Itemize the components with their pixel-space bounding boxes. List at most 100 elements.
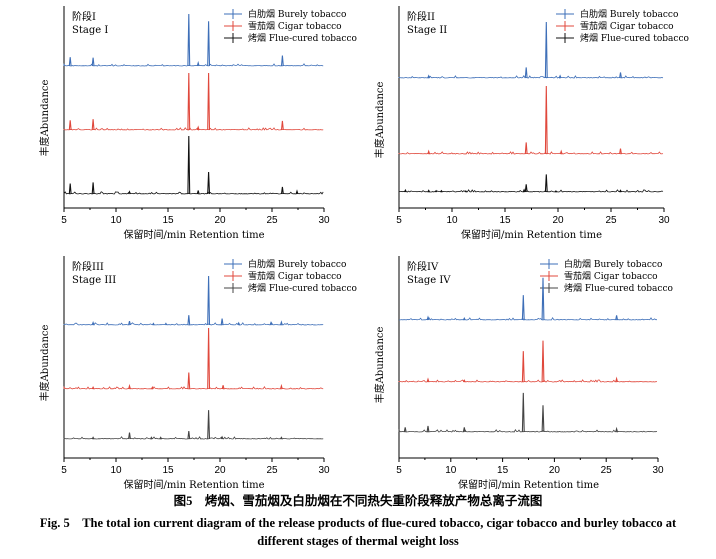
x-tick-label: 25 bbox=[266, 215, 278, 226]
trace-peak bbox=[128, 383, 131, 390]
trace-peak bbox=[152, 322, 155, 326]
stage-label-cn: 阶段IV bbox=[407, 260, 439, 273]
trace-peak bbox=[187, 72, 191, 131]
trace-peak bbox=[280, 120, 284, 131]
legend-entry: 雪茄烟 Cigar tobacco bbox=[248, 20, 342, 32]
trace-peak bbox=[207, 410, 211, 440]
trace-peak bbox=[462, 379, 466, 383]
chart-panel-4: 5 10 15 20 25 30 保留时间/min Retention time 丰度Abun… bbox=[373, 256, 673, 490]
legend-entry: 白肋烟 Burely tobacco bbox=[564, 258, 662, 270]
stage-label-en: Stage IV bbox=[407, 275, 451, 286]
trace-peak bbox=[462, 316, 466, 321]
x-tick-label: 20 bbox=[214, 465, 226, 476]
trace-baseline bbox=[398, 151, 664, 155]
x-tick-label: 30 bbox=[658, 215, 670, 226]
trace-peak bbox=[91, 436, 95, 440]
stage-label-en: Stage II bbox=[407, 25, 447, 36]
trace-peak bbox=[521, 351, 525, 383]
trace-peak bbox=[68, 183, 72, 195]
trace-peak bbox=[91, 385, 95, 390]
trace-peak bbox=[128, 190, 131, 195]
trace-peak bbox=[544, 85, 548, 155]
trace-peak bbox=[554, 190, 558, 193]
trace-peak bbox=[279, 320, 283, 326]
x-tick-label: 30 bbox=[318, 215, 330, 226]
trace-peak bbox=[440, 189, 443, 193]
trace-peak bbox=[524, 67, 528, 79]
trace-peak bbox=[220, 318, 224, 326]
chromatogram-figure: 5 10 15 20 25 30 保留时间/min Retention time 丰度Abun… bbox=[38, 6, 689, 490]
trace-peak bbox=[237, 321, 241, 326]
trace-peak bbox=[619, 72, 622, 79]
trace-peak bbox=[187, 372, 191, 390]
x-axis-label: 保留时间/min Retention time bbox=[124, 478, 265, 490]
trace-peak bbox=[404, 188, 407, 193]
x-tick-label: 15 bbox=[162, 215, 174, 226]
trace-peak bbox=[558, 74, 562, 79]
x-axis-label: 保留时间/min Retention time bbox=[458, 478, 599, 490]
trace-peak bbox=[164, 322, 168, 326]
trace-peak bbox=[280, 186, 284, 195]
trace-baseline bbox=[398, 428, 658, 433]
trace-peak bbox=[524, 184, 528, 193]
trace-peak bbox=[221, 385, 225, 390]
trace-peak bbox=[187, 430, 191, 440]
x-tick-label: 15 bbox=[162, 465, 174, 476]
trace-peak bbox=[269, 321, 273, 326]
trace-peak bbox=[295, 189, 299, 195]
stage-label-cn: 阶段II bbox=[407, 10, 435, 23]
x-tick-label: 10 bbox=[446, 215, 458, 226]
trace-baseline bbox=[398, 189, 664, 193]
trace-peak bbox=[128, 432, 131, 440]
trace-peak bbox=[159, 436, 163, 440]
trace-peak bbox=[68, 120, 72, 131]
legend-entry: 白肋烟 Burely tobacco bbox=[248, 258, 346, 270]
legend-entry: 雪茄烟 Cigar tobacco bbox=[248, 270, 342, 282]
trace-baseline bbox=[63, 322, 324, 326]
trace-peak bbox=[187, 13, 191, 67]
x-tick-label: 10 bbox=[110, 465, 122, 476]
trace-peak bbox=[196, 60, 200, 67]
trace-peak bbox=[619, 189, 622, 193]
trace-peak bbox=[207, 171, 211, 195]
trace-peak bbox=[615, 315, 619, 321]
trace-peak bbox=[150, 436, 153, 440]
trace-peak bbox=[521, 392, 525, 433]
trace-peak bbox=[280, 436, 283, 440]
y-axis-label: 丰度Abundance bbox=[373, 327, 386, 404]
trace-peak bbox=[615, 376, 619, 383]
x-tick-label: 20 bbox=[214, 215, 226, 226]
x-tick-label: 10 bbox=[445, 465, 457, 476]
trace-peak bbox=[207, 327, 211, 390]
trace-baseline bbox=[63, 191, 324, 195]
legend-entry: 烤烟 Flue-cured tobacco bbox=[248, 282, 357, 294]
trace-baseline bbox=[63, 63, 324, 67]
x-tick-label: 25 bbox=[266, 465, 278, 476]
trace-peak bbox=[426, 425, 430, 433]
trace-peak bbox=[541, 340, 545, 383]
trace-baseline bbox=[63, 127, 324, 131]
x-tick-label: 15 bbox=[497, 465, 509, 476]
trace-peak bbox=[128, 320, 131, 326]
stage-label-cn: 阶段I bbox=[72, 10, 96, 23]
x-tick-label: 30 bbox=[318, 465, 330, 476]
trace-peak bbox=[280, 55, 284, 67]
trace-baseline bbox=[398, 379, 658, 383]
trace-peak bbox=[541, 405, 545, 433]
trace-peak bbox=[464, 190, 468, 193]
x-axis-label: 保留时间/min Retention time bbox=[124, 228, 265, 241]
trace-peak bbox=[187, 315, 191, 326]
trace-baseline bbox=[398, 317, 657, 321]
trace-peak bbox=[207, 275, 211, 326]
chart-panel-1: 5 10 15 20 25 30 保留时间/min Retention time 丰度Abun… bbox=[38, 6, 357, 241]
trace-peak bbox=[426, 377, 430, 383]
legend-entry: 白肋烟 Burely tobacco bbox=[580, 8, 678, 20]
x-tick-label: 5 bbox=[61, 215, 67, 226]
x-axis-label: 保留时间/min Retention time bbox=[461, 228, 602, 241]
caption-english-line2: different stages of thermal weight loss bbox=[257, 534, 459, 548]
trace-peak bbox=[544, 21, 548, 79]
x-tick-label: 20 bbox=[552, 215, 564, 226]
legend-entry: 烤烟 Flue-cured tobacco bbox=[248, 32, 357, 44]
trace-peak bbox=[220, 435, 224, 440]
x-tick-label: 30 bbox=[652, 465, 664, 476]
